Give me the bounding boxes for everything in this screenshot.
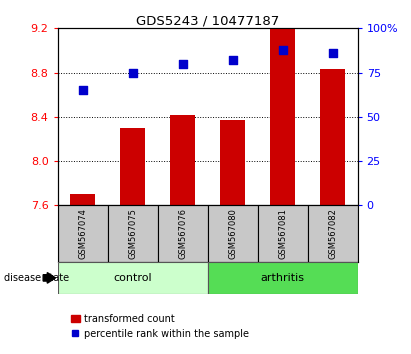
Bar: [208, 262, 358, 294]
Point: [229, 57, 236, 63]
Text: GSM567082: GSM567082: [328, 208, 337, 259]
Bar: [70, 194, 95, 205]
Bar: [307, 205, 358, 262]
Bar: [120, 128, 145, 205]
Point: [129, 70, 136, 75]
Bar: [58, 205, 108, 262]
Text: control: control: [113, 273, 152, 283]
Bar: [258, 205, 307, 262]
Point: [79, 87, 86, 93]
Point: [279, 47, 286, 52]
Bar: [220, 120, 245, 205]
Bar: [108, 205, 157, 262]
Legend: transformed count, percentile rank within the sample: transformed count, percentile rank withi…: [71, 314, 249, 338]
Bar: [320, 69, 345, 205]
Text: arthritis: arthritis: [261, 273, 305, 283]
Point: [329, 50, 336, 56]
Text: GSM567074: GSM567074: [78, 208, 87, 259]
Bar: [208, 205, 258, 262]
Bar: [170, 115, 195, 205]
Text: GSM567075: GSM567075: [128, 208, 137, 259]
Title: GDS5243 / 10477187: GDS5243 / 10477187: [136, 14, 279, 27]
Text: GSM567081: GSM567081: [278, 208, 287, 259]
Point: [179, 61, 186, 67]
Text: GSM567080: GSM567080: [228, 208, 237, 259]
Text: GSM567076: GSM567076: [178, 208, 187, 259]
Bar: [270, 29, 295, 205]
Bar: [58, 262, 208, 294]
Text: disease state: disease state: [4, 273, 69, 283]
Bar: [157, 205, 208, 262]
